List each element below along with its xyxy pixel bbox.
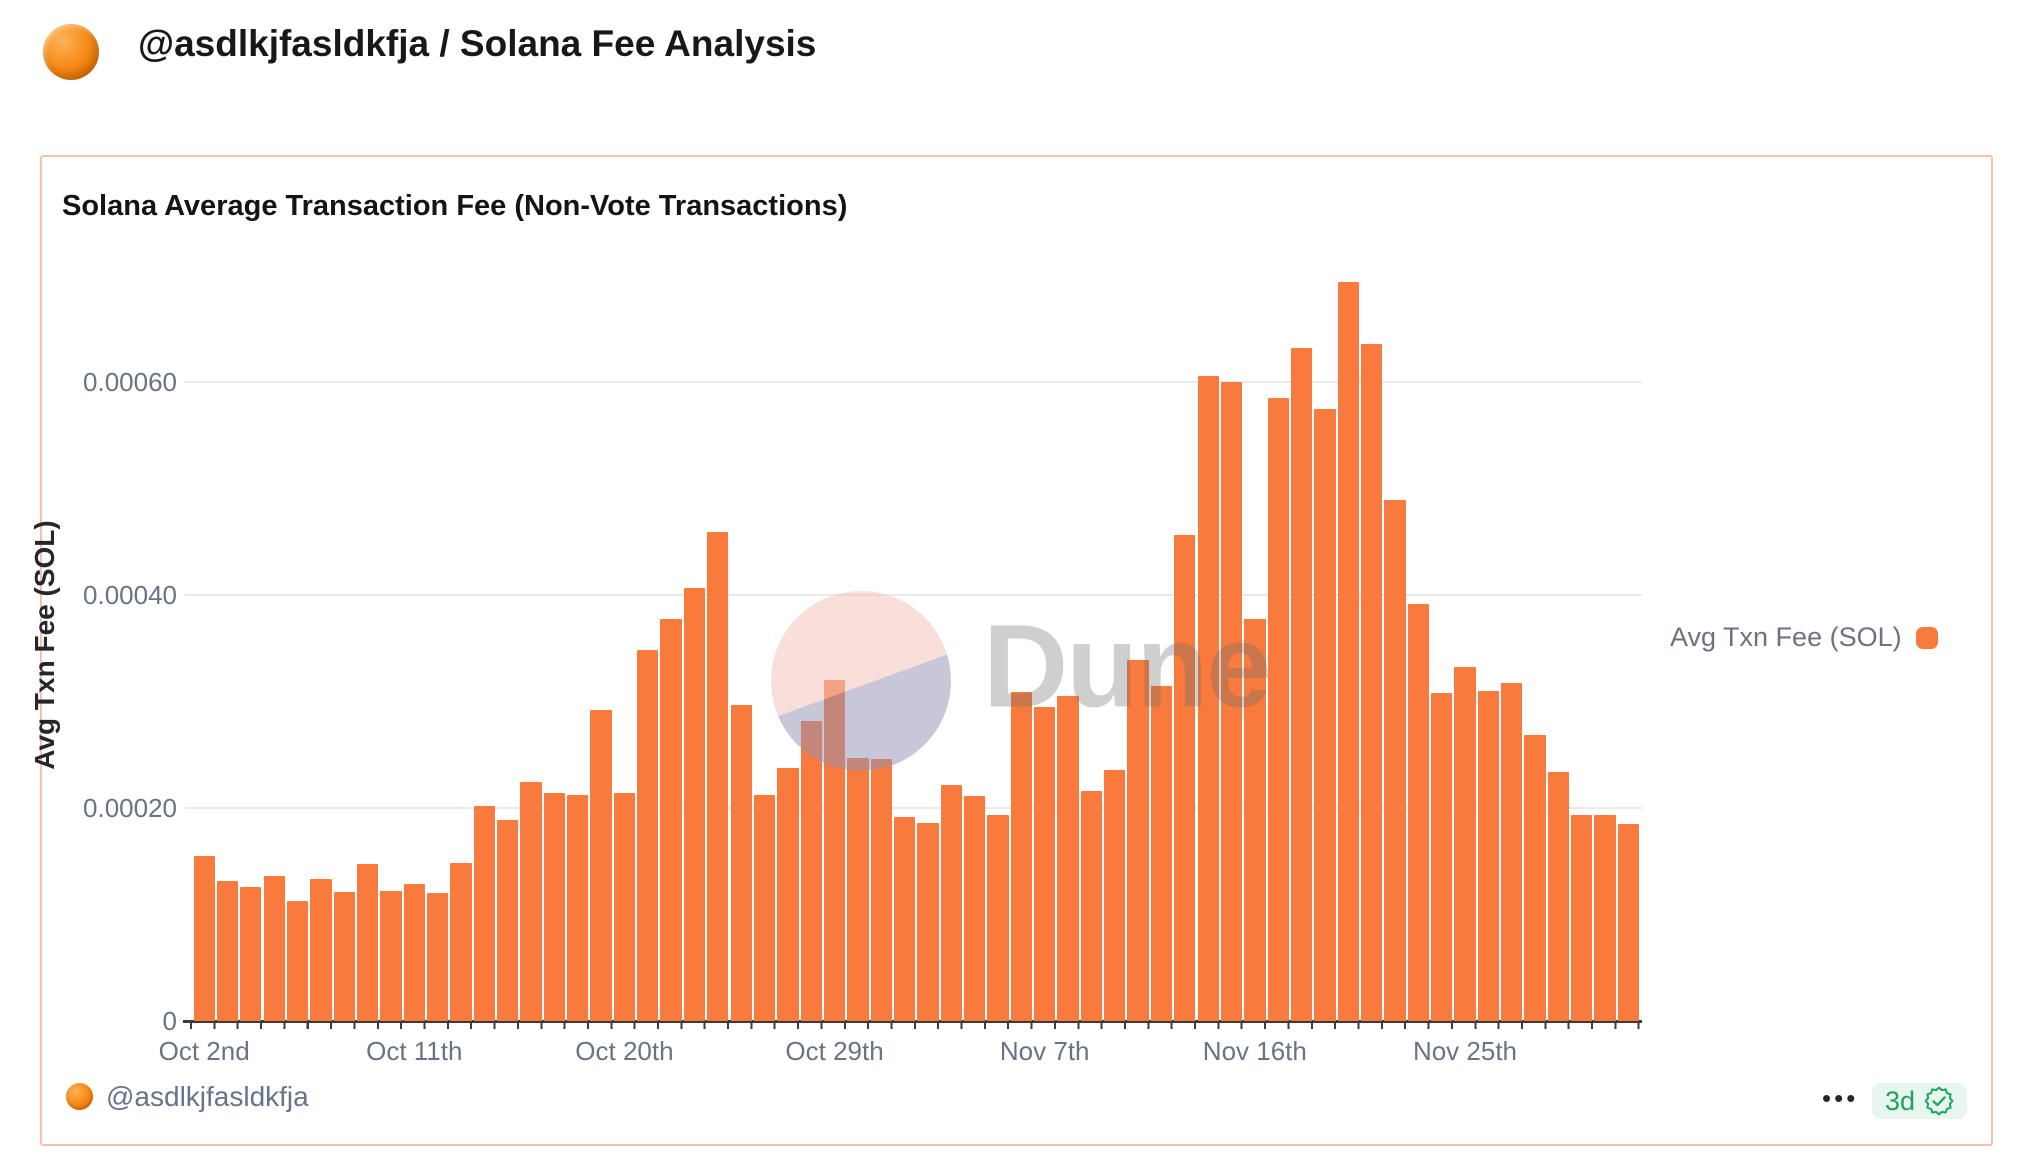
bar[interactable] bbox=[567, 795, 589, 1021]
footer-user-handle[interactable]: @asdlkjfasldkfja bbox=[106, 1081, 309, 1112]
bar[interactable] bbox=[356, 864, 379, 1021]
bar[interactable] bbox=[1524, 735, 1546, 1021]
x-tick-label: Oct 2nd bbox=[158, 1036, 250, 1066]
x-tick-label: Oct 11th bbox=[366, 1036, 463, 1066]
bar[interactable] bbox=[1010, 692, 1032, 1021]
bar[interactable] bbox=[1174, 535, 1196, 1021]
bar[interactable] bbox=[590, 710, 612, 1021]
bar[interactable] bbox=[1454, 667, 1476, 1021]
bar[interactable] bbox=[216, 881, 239, 1021]
bar[interactable] bbox=[380, 891, 402, 1021]
bar[interactable] bbox=[1080, 791, 1103, 1021]
bar[interactable] bbox=[1244, 619, 1266, 1021]
bar[interactable] bbox=[520, 782, 542, 1021]
x-tick-label: Oct 29th bbox=[785, 1036, 884, 1066]
data-age-label: 3d bbox=[1884, 1085, 1916, 1116]
dune-logo-watermark-icon bbox=[771, 591, 951, 771]
bar[interactable] bbox=[753, 795, 776, 1021]
y-tick-label: 0.00020 bbox=[83, 793, 177, 823]
bar[interactable] bbox=[1360, 344, 1383, 1021]
bar[interactable] bbox=[1547, 772, 1570, 1021]
bar[interactable] bbox=[683, 588, 706, 1021]
footer-avatar-icon bbox=[66, 1083, 93, 1110]
gridline bbox=[185, 807, 1642, 809]
x-tick-label: Nov 25th bbox=[1412, 1036, 1518, 1066]
bar[interactable] bbox=[1127, 660, 1149, 1021]
bar[interactable] bbox=[1477, 691, 1499, 1021]
bar[interactable] bbox=[870, 759, 892, 1021]
chart-title: Solana Average Transaction Fee (Non-Vote… bbox=[62, 190, 848, 222]
bar[interactable] bbox=[1104, 770, 1126, 1021]
bar[interactable] bbox=[450, 863, 472, 1021]
bar[interactable] bbox=[1057, 696, 1079, 1021]
options-menu-button[interactable]: ••• bbox=[1822, 1083, 1859, 1113]
x-tick-label: Nov 16th bbox=[1202, 1036, 1307, 1066]
bar[interactable] bbox=[1197, 376, 1219, 1021]
bar[interactable] bbox=[1034, 707, 1056, 1021]
verified-check-icon bbox=[1924, 1086, 1954, 1116]
bar[interactable] bbox=[637, 650, 659, 1021]
bar[interactable] bbox=[917, 823, 939, 1021]
bar[interactable] bbox=[893, 817, 916, 1021]
bar[interactable] bbox=[800, 721, 822, 1021]
bar[interactable] bbox=[777, 768, 799, 1021]
y-tick-label: 0 bbox=[162, 1006, 177, 1036]
page-title[interactable]: @asdlkjfasldkfja / Solana Fee Analysis bbox=[138, 23, 817, 64]
bar[interactable] bbox=[543, 793, 566, 1021]
bar[interactable] bbox=[1290, 348, 1313, 1021]
x-tick-label: Oct 20th bbox=[575, 1036, 674, 1066]
bar[interactable] bbox=[940, 785, 962, 1021]
bar[interactable] bbox=[847, 758, 869, 1021]
dune-watermark-text: Dune bbox=[983, 600, 1272, 733]
x-axis-tickmarks bbox=[190, 1023, 1642, 1029]
data-freshness-badge[interactable]: 3d bbox=[1872, 1083, 1967, 1119]
bar[interactable] bbox=[1150, 686, 1173, 1021]
bar[interactable] bbox=[1501, 683, 1523, 1021]
bar[interactable] bbox=[1337, 282, 1359, 1021]
bar[interactable] bbox=[1384, 500, 1406, 1021]
bar[interactable] bbox=[1594, 815, 1616, 1021]
gridline bbox=[185, 594, 1642, 596]
y-tick-label: 0.00040 bbox=[83, 580, 177, 610]
bar[interactable] bbox=[730, 705, 752, 1021]
legend-marker-icon bbox=[1915, 626, 1938, 649]
bar[interactable] bbox=[1314, 409, 1336, 1021]
bar[interactable] bbox=[497, 820, 519, 1021]
bar[interactable] bbox=[263, 876, 285, 1021]
bar[interactable] bbox=[426, 893, 449, 1021]
y-axis-title: Avg Txn Fee (SOL) bbox=[29, 520, 60, 770]
bar[interactable] bbox=[333, 892, 355, 1021]
bar[interactable] bbox=[707, 532, 729, 1021]
bar[interactable] bbox=[240, 887, 262, 1021]
bar[interactable] bbox=[1267, 398, 1289, 1021]
y-tick-label: 0.00060 bbox=[83, 367, 177, 397]
bar[interactable] bbox=[193, 856, 215, 1021]
bar[interactable] bbox=[310, 879, 332, 1021]
bar[interactable] bbox=[1430, 693, 1453, 1021]
bar[interactable] bbox=[1571, 815, 1593, 1021]
bar[interactable] bbox=[987, 815, 1009, 1021]
bar[interactable] bbox=[286, 901, 309, 1021]
x-axis-line bbox=[183, 1020, 1642, 1023]
bar[interactable] bbox=[1220, 382, 1243, 1021]
bar[interactable] bbox=[1407, 604, 1429, 1021]
x-tick-label: Nov 7th bbox=[999, 1036, 1090, 1066]
legend-label: Avg Txn Fee (SOL) bbox=[1670, 622, 1902, 652]
bar[interactable] bbox=[473, 806, 495, 1021]
bar[interactable] bbox=[660, 619, 682, 1021]
bar[interactable] bbox=[403, 884, 425, 1021]
bar[interactable] bbox=[964, 796, 986, 1021]
gridline bbox=[185, 381, 1642, 383]
bar[interactable] bbox=[1617, 824, 1640, 1021]
legend-item[interactable]: Avg Txn Fee (SOL) bbox=[1670, 622, 1938, 653]
bar[interactable] bbox=[613, 793, 636, 1021]
user-avatar-icon bbox=[43, 24, 99, 80]
